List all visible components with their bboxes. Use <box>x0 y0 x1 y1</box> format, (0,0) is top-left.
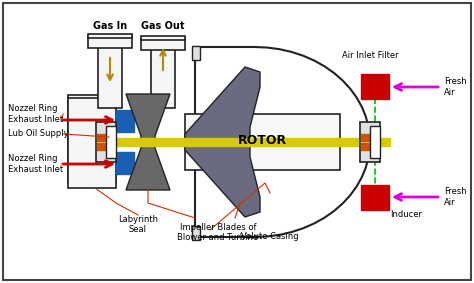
Bar <box>88 36 132 48</box>
Bar <box>88 34 132 38</box>
Text: ROTOR: ROTOR <box>238 134 287 147</box>
Text: Gas In: Gas In <box>93 21 127 31</box>
Text: Nozzel Ring
Exhaust Inlet: Nozzel Ring Exhaust Inlet <box>8 154 63 174</box>
Bar <box>361 185 389 210</box>
Text: Inducer: Inducer <box>390 210 422 219</box>
Bar <box>116 152 134 174</box>
Bar <box>68 95 116 183</box>
Text: Air Inlet Filter: Air Inlet Filter <box>342 51 398 60</box>
Bar <box>97 134 105 141</box>
Text: Nozzel Ring
Exhaust Inlet: Nozzel Ring Exhaust Inlet <box>8 104 63 124</box>
Bar <box>370 126 380 158</box>
Bar <box>97 143 105 150</box>
Bar <box>116 110 134 132</box>
Bar <box>361 74 389 99</box>
Text: Fresh
Air: Fresh Air <box>444 187 466 207</box>
Bar <box>192 226 200 240</box>
Bar <box>360 122 380 162</box>
Polygon shape <box>185 67 260 217</box>
Text: Lub Oil Supply: Lub Oil Supply <box>8 130 69 138</box>
Text: Volute Casing: Volute Casing <box>241 232 299 241</box>
Text: Impeller Blades of
Blower and Turbine: Impeller Blades of Blower and Turbine <box>177 223 258 243</box>
Text: Fresh
Air: Fresh Air <box>444 77 466 97</box>
Text: Labyrinth
Seal: Labyrinth Seal <box>118 215 158 234</box>
Text: Gas Out: Gas Out <box>141 21 185 31</box>
Bar <box>104 138 390 146</box>
Polygon shape <box>126 94 170 190</box>
Bar <box>98 40 122 108</box>
Bar <box>141 36 185 40</box>
Bar <box>192 46 200 60</box>
Bar <box>68 98 116 188</box>
Bar <box>361 134 369 141</box>
Bar <box>151 43 175 108</box>
Bar <box>141 38 185 50</box>
Bar <box>96 122 116 162</box>
Bar <box>361 143 369 150</box>
Bar <box>106 126 116 158</box>
Bar <box>185 114 340 170</box>
